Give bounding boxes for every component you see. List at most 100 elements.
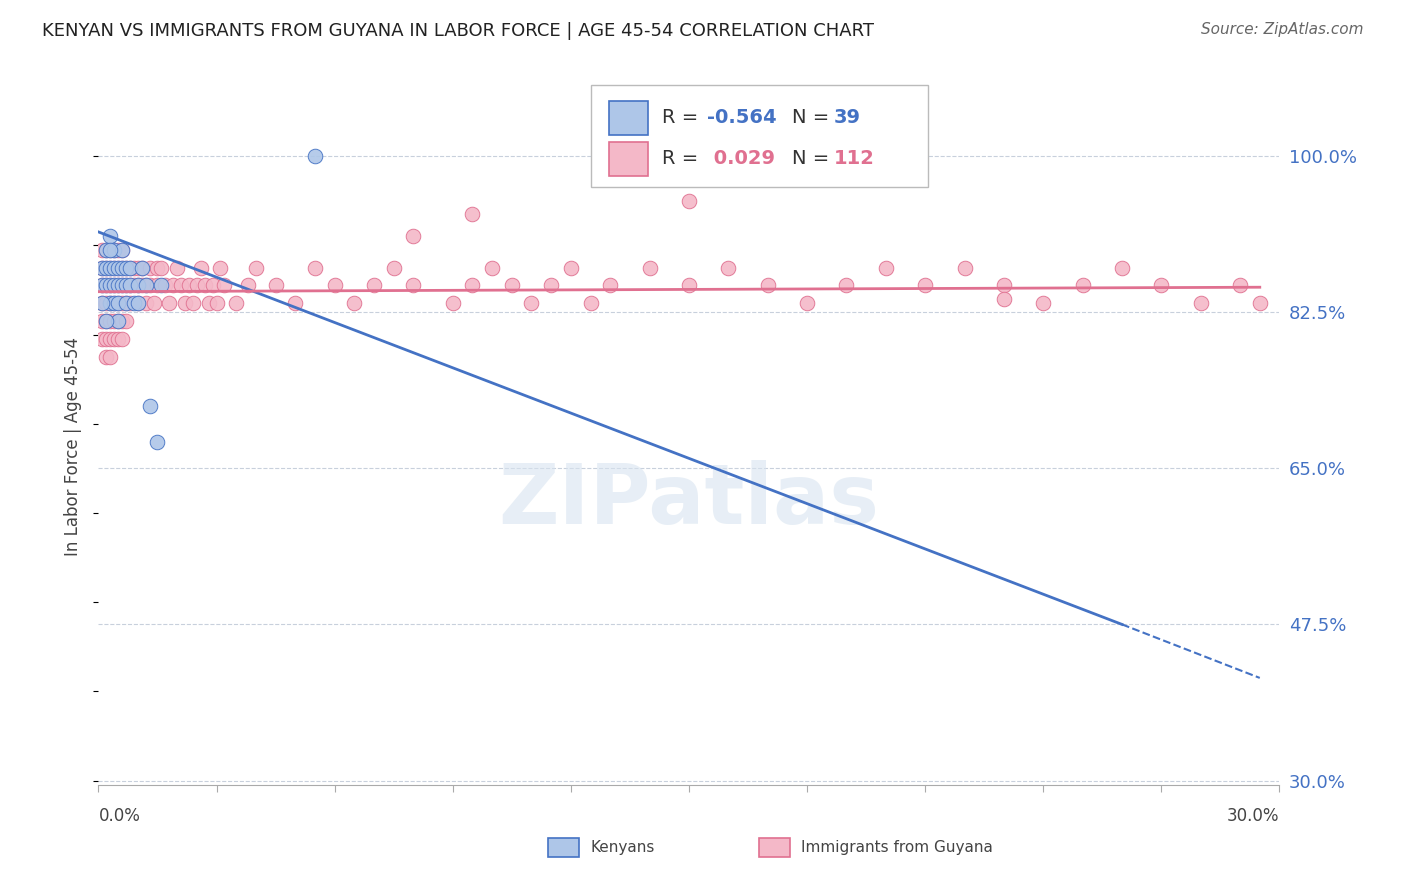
Point bbox=[186, 278, 208, 293]
Point bbox=[402, 229, 425, 244]
Point bbox=[91, 243, 114, 257]
Point bbox=[201, 278, 224, 293]
Point bbox=[107, 278, 129, 293]
Point bbox=[162, 278, 184, 293]
Point bbox=[579, 296, 602, 310]
Point bbox=[107, 243, 129, 257]
Point bbox=[599, 278, 621, 293]
Point bbox=[135, 296, 157, 310]
Point bbox=[107, 314, 129, 328]
Point bbox=[756, 278, 779, 293]
Point bbox=[1032, 296, 1054, 310]
Point bbox=[111, 243, 134, 257]
Point bbox=[304, 149, 326, 163]
Point bbox=[115, 296, 138, 310]
Point bbox=[103, 243, 125, 257]
Point bbox=[103, 296, 125, 310]
Point bbox=[174, 296, 197, 310]
Y-axis label: In Labor Force | Age 45-54: In Labor Force | Age 45-54 bbox=[65, 336, 83, 556]
Point bbox=[225, 296, 247, 310]
Text: -0.564: -0.564 bbox=[707, 108, 778, 127]
Point bbox=[1249, 296, 1271, 310]
Point bbox=[96, 260, 118, 275]
Point bbox=[131, 260, 153, 275]
Point bbox=[717, 260, 740, 275]
Point bbox=[122, 278, 145, 293]
Point bbox=[1150, 278, 1173, 293]
Point bbox=[98, 314, 121, 328]
Point bbox=[146, 434, 169, 449]
Point bbox=[131, 278, 153, 293]
Point bbox=[146, 278, 169, 293]
Point bbox=[197, 296, 219, 310]
Point bbox=[323, 278, 346, 293]
Point bbox=[111, 260, 134, 275]
Point bbox=[138, 278, 160, 293]
Point bbox=[107, 260, 129, 275]
Point bbox=[1229, 278, 1251, 293]
Point bbox=[678, 194, 700, 208]
Point bbox=[115, 278, 138, 293]
Point bbox=[1071, 278, 1094, 293]
Point bbox=[441, 296, 464, 310]
Point bbox=[91, 296, 114, 310]
Point bbox=[127, 296, 149, 310]
Point bbox=[363, 278, 385, 293]
Point bbox=[96, 350, 118, 364]
Point bbox=[993, 292, 1015, 306]
Point bbox=[177, 278, 200, 293]
Point bbox=[91, 332, 114, 346]
Point bbox=[461, 207, 484, 221]
Point bbox=[115, 314, 138, 328]
Text: 0.029: 0.029 bbox=[707, 149, 775, 168]
Point bbox=[91, 260, 114, 275]
Point bbox=[875, 260, 897, 275]
Point bbox=[118, 260, 141, 275]
Point bbox=[111, 314, 134, 328]
Point bbox=[560, 260, 582, 275]
Text: Kenyans: Kenyans bbox=[591, 840, 655, 855]
Point bbox=[111, 278, 134, 293]
Point bbox=[115, 278, 138, 293]
Point bbox=[111, 278, 134, 293]
Point bbox=[953, 260, 976, 275]
Point bbox=[103, 278, 125, 293]
Point bbox=[98, 332, 121, 346]
Point bbox=[111, 332, 134, 346]
Text: Immigrants from Guyana: Immigrants from Guyana bbox=[801, 840, 993, 855]
Point bbox=[96, 243, 118, 257]
Point bbox=[127, 260, 149, 275]
Point bbox=[181, 296, 204, 310]
Point bbox=[481, 260, 503, 275]
Point bbox=[170, 278, 193, 293]
Text: N =: N = bbox=[792, 149, 835, 168]
Point bbox=[678, 278, 700, 293]
Point bbox=[107, 296, 129, 310]
Point bbox=[520, 296, 543, 310]
Point bbox=[96, 243, 118, 257]
Point bbox=[118, 278, 141, 293]
Text: 112: 112 bbox=[834, 149, 875, 168]
Point bbox=[103, 278, 125, 293]
Point bbox=[205, 296, 228, 310]
Point bbox=[1111, 260, 1133, 275]
Point bbox=[214, 278, 236, 293]
Point bbox=[264, 278, 287, 293]
Point bbox=[138, 399, 160, 413]
Point bbox=[107, 260, 129, 275]
Point bbox=[127, 278, 149, 293]
Point bbox=[96, 296, 118, 310]
Point bbox=[111, 243, 134, 257]
Point bbox=[382, 260, 405, 275]
Point bbox=[150, 278, 173, 293]
Point bbox=[209, 260, 232, 275]
Point bbox=[96, 278, 118, 293]
Point bbox=[402, 278, 425, 293]
Point bbox=[245, 260, 267, 275]
Point bbox=[127, 278, 149, 293]
Point bbox=[107, 278, 129, 293]
Point bbox=[91, 314, 114, 328]
Point bbox=[91, 278, 114, 293]
Point bbox=[166, 260, 188, 275]
Point bbox=[122, 260, 145, 275]
